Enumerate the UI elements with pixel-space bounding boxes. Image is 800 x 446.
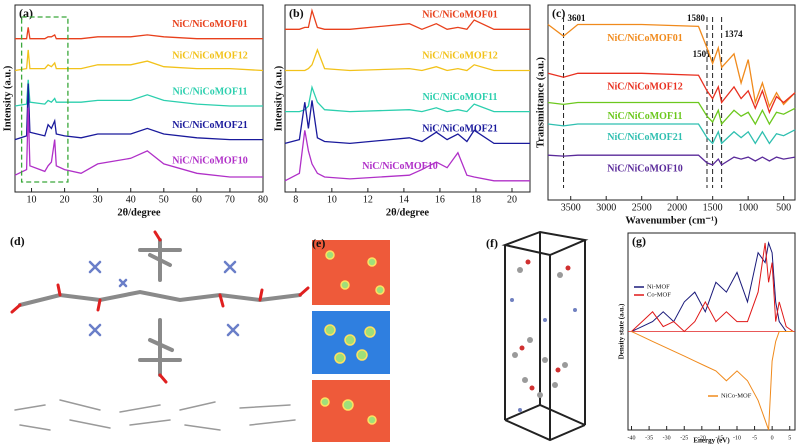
series-line	[14, 79, 263, 107]
x-tick-label: 40	[126, 194, 136, 205]
series-line	[14, 107, 263, 178]
structure-image	[10, 230, 310, 431]
x-tick-label: 20	[60, 194, 70, 205]
x-tick-label: 0	[771, 435, 774, 441]
series-line	[547, 101, 796, 126]
x-tick-label: -30	[663, 435, 671, 441]
series-line	[285, 48, 530, 72]
series-line	[284, 130, 530, 182]
series-line	[547, 154, 796, 166]
x-tick-label: 20	[507, 194, 517, 205]
series-line	[14, 49, 264, 72]
y-axis-label: Transmittance (a.u.)	[535, 56, 546, 148]
x-tick-label: 10	[327, 194, 337, 205]
series-line	[285, 84, 530, 113]
series-label: NiC/NiCoMOF10	[172, 155, 248, 166]
series-line	[547, 23, 796, 109]
series-line	[547, 123, 796, 145]
marker-label: 1580	[687, 13, 706, 23]
x-tick-label: -25	[680, 435, 688, 441]
legend-label: Co-MOF	[647, 291, 671, 298]
x-tick-label: 3000	[596, 202, 616, 213]
x-tick-label: 30	[93, 194, 103, 205]
x-tick-label: -35	[645, 435, 653, 441]
plot-frame	[14, 4, 264, 193]
x-tick-label: 2000	[667, 202, 687, 213]
x-tick-label: 8	[293, 194, 298, 205]
marker-label: 3601	[568, 13, 587, 23]
series-label: NiC/NiCoMOF21	[172, 120, 248, 131]
series-label: NiC/NiCoMOF12	[422, 51, 498, 62]
marker-label: 1501	[693, 49, 712, 59]
x-tick-label: -15	[715, 435, 723, 441]
series-label: NiC/NiCoMOF01	[607, 33, 683, 44]
x-tick-label: -10	[733, 435, 741, 441]
x-tick-label: 18	[471, 194, 481, 205]
panel-label: (f)	[486, 236, 498, 250]
marker-label: 1374	[725, 29, 744, 39]
x-tick-label: 2500	[632, 202, 652, 213]
series-line	[14, 83, 263, 141]
x-tick-label: 5	[788, 435, 791, 441]
series-label: NiC/NiCoMOF21	[422, 124, 498, 135]
series-label: NiC/NiCoMOF11	[608, 111, 683, 122]
panel-label: (g)	[632, 234, 646, 248]
series-line	[631, 240, 794, 332]
x-axis-label: 2θ/degree	[117, 207, 161, 218]
x-tick-label: 10	[27, 194, 37, 205]
series-label: NiC/NiCoMOF10	[607, 163, 683, 174]
x-tick-label: 50	[159, 194, 169, 205]
series-line	[284, 100, 530, 145]
legend-label: NiCo-MOF	[721, 392, 752, 399]
highlight-box	[20, 16, 69, 183]
y-axis-label: Intensity (a.u.)	[273, 65, 284, 131]
crystal-cell	[501, 230, 589, 442]
x-tick-label: 60	[192, 194, 202, 205]
panel-label: (a)	[19, 6, 33, 20]
x-tick-label: 70	[225, 194, 235, 205]
series-label: NiC/NiCoMOF12	[607, 82, 683, 93]
series-line	[285, 8, 530, 31]
plot-frame	[284, 4, 531, 193]
x-tick-label: 1500	[703, 202, 723, 213]
series-label: NiC/NiCoMOF01	[422, 10, 498, 21]
panel-label: (d)	[10, 234, 25, 248]
series-line	[15, 27, 263, 40]
series-label: NiC/NiCoMOF11	[173, 86, 248, 97]
y-axis-label: Density state (a.u.)	[618, 303, 626, 359]
x-axis-label: 2θ/degree	[386, 207, 430, 218]
x-tick-label: 500	[776, 202, 791, 213]
panel-label: (e)	[312, 236, 325, 250]
x-tick-label: 80	[258, 194, 268, 205]
series-label: NiC/NiCoMOF11	[423, 92, 498, 103]
series-label: NiC/NiCoMOF21	[607, 132, 683, 143]
x-tick-label: 1000	[738, 202, 758, 213]
legend-label: Ni-MOF	[647, 283, 670, 290]
x-axis-label: Wavenumber (cm⁻¹)	[625, 215, 718, 226]
x-tick-label: 12	[363, 194, 373, 205]
elf-maps	[312, 240, 390, 442]
series-label: NiC/NiCoMOF01	[172, 19, 248, 30]
x-tick-label: -40	[628, 435, 636, 441]
series-label: NiC/NiCoMOF12	[172, 51, 248, 62]
panel-label: (b)	[289, 6, 304, 20]
panel-label: (c)	[552, 6, 565, 20]
series-line	[631, 331, 794, 431]
x-tick-label: -20	[698, 435, 706, 441]
series-line	[547, 72, 796, 115]
x-tick-label: -5	[752, 435, 757, 441]
y-axis-label: Intensity (a.u.)	[2, 65, 13, 131]
x-tick-label: 14	[399, 194, 409, 205]
x-axis-label: Energy (eV)	[693, 437, 730, 445]
series-label: NiC/NiCoMOF10	[362, 161, 438, 172]
x-tick-label: 3500	[561, 202, 581, 213]
x-tick-label: 16	[435, 194, 445, 205]
series-line	[631, 242, 794, 333]
